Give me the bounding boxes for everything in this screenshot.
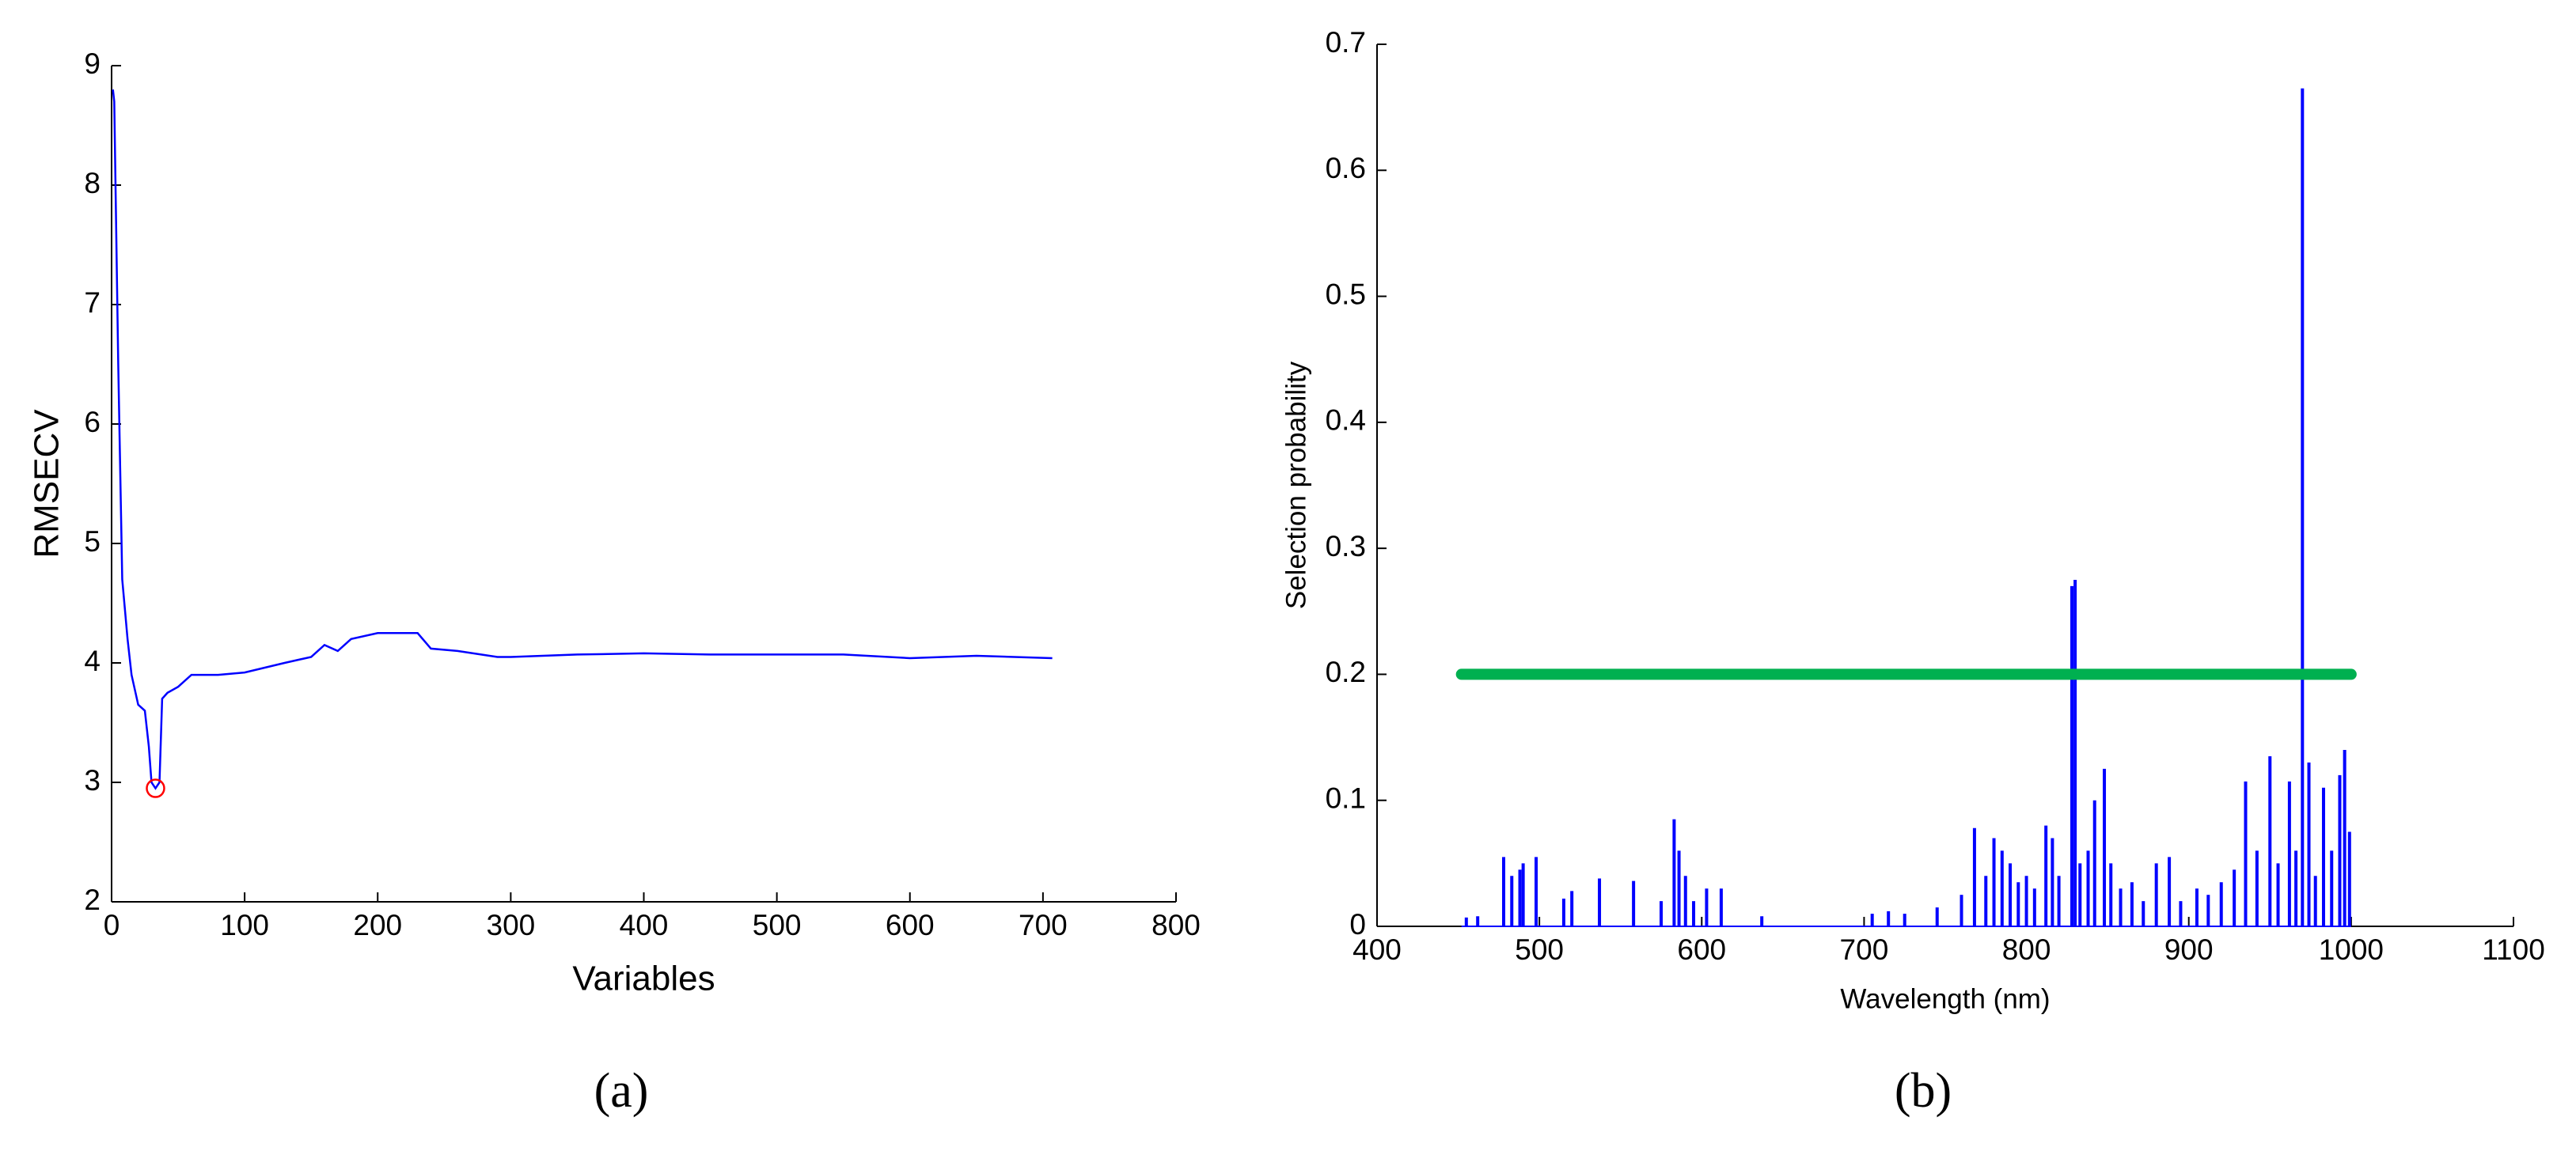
y-tick-label: 0 xyxy=(1349,908,1366,941)
y-tick-label: 0.4 xyxy=(1326,404,1366,437)
x-tick-label: 300 xyxy=(487,909,536,941)
x-tick-label: 700 xyxy=(1840,933,1889,966)
min-marker xyxy=(146,778,165,798)
x-tick-label: 100 xyxy=(220,909,269,941)
x-tick-label: 500 xyxy=(753,909,802,941)
y-tick-label: 8 xyxy=(84,167,101,199)
x-axis-label: Wavelength (nm) xyxy=(1840,983,2050,1014)
x-tick-label: 800 xyxy=(2002,933,2051,966)
x-tick-label: 600 xyxy=(1677,933,1726,966)
panel-label: (b) xyxy=(1895,1064,1952,1118)
y-tick-label: 0.3 xyxy=(1326,530,1366,562)
y-tick-label: 0.1 xyxy=(1326,782,1366,814)
x-tick-label: 0 xyxy=(104,909,120,941)
x-tick-label: 400 xyxy=(1352,933,1402,966)
x-tick-label: 600 xyxy=(886,909,935,941)
y-tick-label: 5 xyxy=(84,525,101,558)
y-tick-label: 2 xyxy=(84,884,101,916)
x-tick-label: 700 xyxy=(1019,909,1068,941)
y-tick-label: 0.7 xyxy=(1326,26,1366,59)
x-tick-label: 200 xyxy=(353,909,402,941)
data-line xyxy=(112,89,1053,790)
y-tick-label: 7 xyxy=(84,286,101,319)
y-tick-label: 3 xyxy=(84,764,101,797)
y-tick-label: 0.5 xyxy=(1326,278,1366,310)
x-tick-label: 400 xyxy=(620,909,669,941)
x-tick-label: 900 xyxy=(2164,933,2214,966)
x-axis-label: Variables xyxy=(572,960,715,998)
panel-label: (a) xyxy=(594,1064,649,1118)
y-tick-label: 6 xyxy=(84,406,101,438)
x-tick-label: 1000 xyxy=(2319,933,2384,966)
y-tick-label: 0.6 xyxy=(1326,152,1366,184)
y-tick-label: 4 xyxy=(84,645,101,677)
y-tick-label: 9 xyxy=(84,47,101,80)
y-axis-label: RMSECV xyxy=(28,409,66,558)
x-tick-label: 1100 xyxy=(2482,933,2545,966)
x-tick-label: 500 xyxy=(1515,933,1564,966)
x-tick-label: 800 xyxy=(1151,909,1201,941)
y-axis-label: Selection probability xyxy=(1280,361,1311,609)
y-tick-label: 0.2 xyxy=(1326,656,1366,688)
